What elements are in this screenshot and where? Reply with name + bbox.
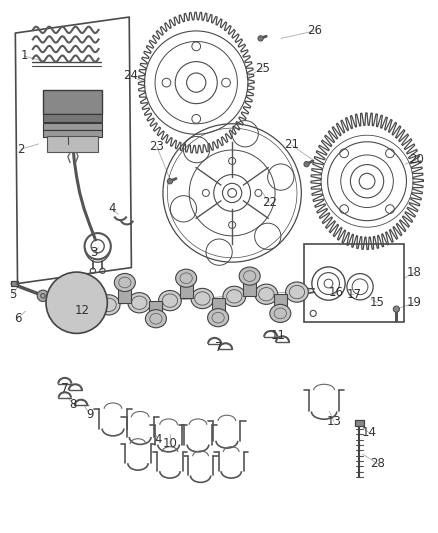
Ellipse shape	[159, 290, 181, 311]
Bar	[43, 123, 102, 130]
Text: 7: 7	[61, 382, 69, 394]
Text: 17: 17	[346, 288, 361, 301]
Text: 14: 14	[361, 426, 376, 439]
Ellipse shape	[128, 293, 151, 313]
Circle shape	[37, 290, 49, 302]
Circle shape	[304, 161, 309, 167]
Bar	[304, 244, 404, 322]
Circle shape	[393, 306, 399, 312]
Bar	[118, 282, 131, 303]
Text: 9: 9	[86, 408, 94, 421]
Circle shape	[46, 272, 107, 334]
Ellipse shape	[286, 282, 308, 302]
Text: 24: 24	[123, 69, 138, 82]
Text: 3: 3	[91, 246, 98, 259]
Circle shape	[72, 298, 81, 307]
Ellipse shape	[191, 288, 214, 309]
Text: 19: 19	[406, 296, 421, 309]
Bar	[180, 278, 193, 298]
Bar	[11, 281, 18, 286]
Text: 4: 4	[154, 433, 162, 446]
Text: 25: 25	[255, 62, 270, 75]
Bar	[243, 276, 256, 296]
Text: 15: 15	[370, 296, 385, 309]
Text: 28: 28	[370, 457, 385, 470]
Text: 10: 10	[162, 437, 177, 450]
Text: 13: 13	[326, 415, 341, 427]
Text: 18: 18	[406, 266, 421, 279]
Ellipse shape	[223, 286, 246, 306]
Bar	[43, 114, 102, 122]
Text: 26: 26	[307, 25, 322, 37]
Text: 5: 5	[10, 288, 17, 301]
Text: 23: 23	[149, 140, 164, 153]
Text: 4: 4	[108, 203, 116, 215]
Text: 6: 6	[14, 312, 21, 325]
Ellipse shape	[176, 269, 197, 287]
Bar	[47, 136, 98, 152]
Ellipse shape	[270, 304, 291, 322]
Text: 7: 7	[215, 341, 223, 354]
Text: 11: 11	[271, 329, 286, 342]
Ellipse shape	[239, 267, 260, 285]
Circle shape	[258, 36, 263, 41]
Ellipse shape	[145, 310, 166, 328]
Text: 22: 22	[262, 196, 277, 209]
Bar	[274, 294, 287, 313]
Text: 21: 21	[284, 139, 299, 151]
Text: 8: 8	[70, 398, 77, 410]
Text: 1: 1	[20, 50, 28, 62]
Text: 2: 2	[17, 143, 25, 156]
Ellipse shape	[255, 284, 278, 304]
Circle shape	[167, 179, 173, 184]
Bar	[212, 298, 225, 318]
Text: 16: 16	[329, 286, 344, 298]
Bar	[43, 90, 102, 114]
Bar	[149, 301, 162, 319]
Text: 20: 20	[409, 154, 424, 166]
Ellipse shape	[208, 309, 229, 327]
Ellipse shape	[97, 295, 120, 315]
Bar	[355, 420, 364, 426]
Ellipse shape	[114, 273, 135, 292]
Text: 12: 12	[75, 304, 90, 317]
Bar	[43, 130, 102, 137]
